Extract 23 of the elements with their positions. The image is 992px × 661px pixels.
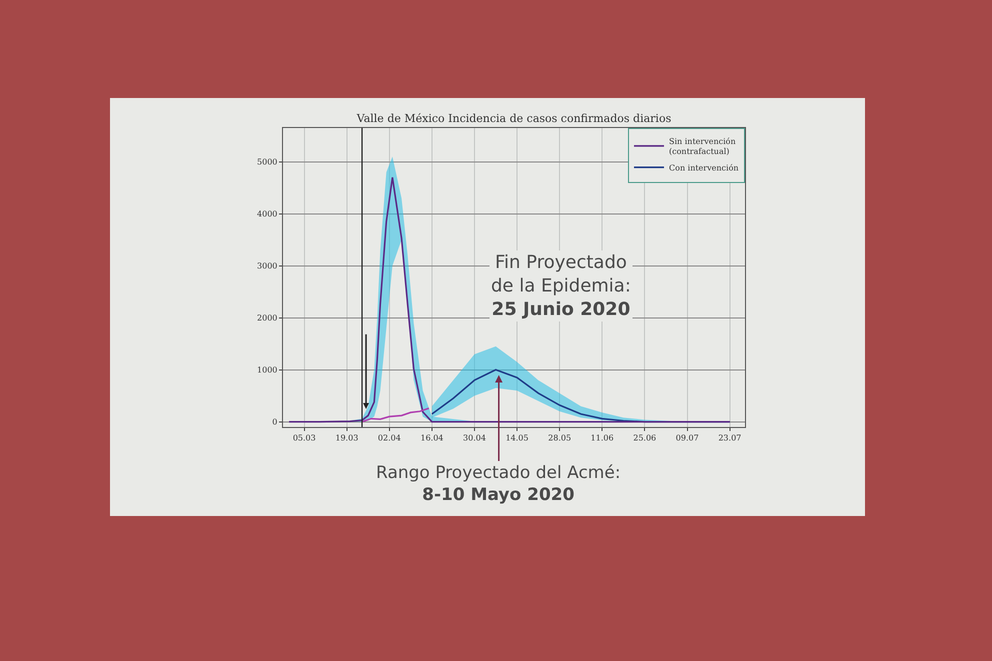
x-tick-label: 14.05 [506,434,528,443]
chart-title: Valle de México Incidencia de casos confirmados diarios [356,112,672,125]
x-tick-label: 09.07 [676,434,699,443]
x-tick-label: 25.06 [633,434,656,443]
annotation: Rango Proyectado del Acmé: 8-10 Mayo 2020 [376,463,621,506]
x-tick-label: 05.03 [292,434,316,443]
y-tick-label: 4000 [257,210,278,219]
y-tick-label: 5000 [257,158,278,167]
legend-label: Con intervención [669,163,739,172]
y-tick-label: 0 [272,418,278,427]
y-tick-label: 2000 [257,314,278,323]
x-tick-label: 23.07 [718,434,742,443]
y-tick-label: 1000 [257,366,278,375]
annotation: Fin Proyectado de la Epidemia: 25 Junio 2020 [491,252,631,320]
x-tick-label: 30.04 [463,434,486,443]
x-tick-label: 28.05 [548,434,572,443]
y-tick-label: 3000 [257,262,278,271]
line-series [361,407,430,423]
x-tick-label: 02.04 [378,434,401,443]
x-tick-label: 11.06 [590,434,614,443]
x-tick-label: 19.03 [335,434,358,443]
legend-label: Sin intervención (contrafactual) [669,136,736,156]
x-tick-label: 16.04 [420,434,444,443]
